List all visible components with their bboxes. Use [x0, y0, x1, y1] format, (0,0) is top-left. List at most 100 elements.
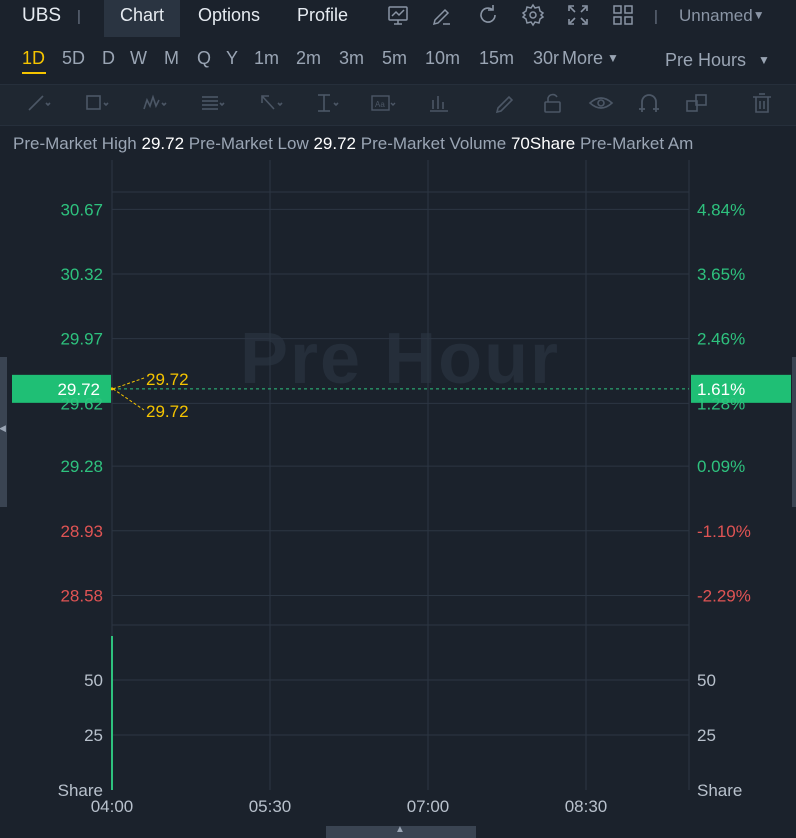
pre-market-info-strip: Pre-Market High 29.72 Pre-Market Low 29.…	[13, 134, 796, 154]
current-price-value: 29.72	[57, 380, 100, 399]
refresh-icon[interactable]	[476, 3, 500, 27]
high-leader-line	[112, 377, 145, 390]
volume-tick-label-right: 25	[697, 726, 716, 745]
ticker-symbol[interactable]: UBS	[22, 5, 62, 26]
period-y[interactable]: Y	[226, 48, 239, 68]
price-tick-label: 29.97	[60, 330, 103, 349]
change-tick-label: 1.28%	[697, 394, 745, 413]
session-label: Pre Hours	[665, 50, 747, 70]
pre-market-high-label: Pre-Market High	[13, 134, 142, 153]
svg-text:Aa: Aa	[375, 100, 385, 109]
tab-chart[interactable]: Chart	[104, 0, 181, 37]
pre-market-volume-value: 70Share	[510, 134, 576, 153]
period-10m[interactable]: 10m	[425, 48, 461, 68]
price-tick-label: 29.62	[60, 394, 103, 413]
layout-select[interactable]: Unnamed▼	[679, 6, 765, 26]
chart-marks	[12, 374, 791, 790]
grid-icon[interactable]	[611, 3, 635, 27]
volume-bar	[111, 636, 113, 790]
x-tick-label: 05:30	[249, 797, 292, 816]
change-tick-label: 2.46%	[697, 330, 745, 349]
settings-icon[interactable]	[521, 3, 545, 27]
pre-market-volume-label: Pre-Market Volume	[356, 134, 511, 153]
rectangle-icon[interactable]	[84, 92, 110, 114]
layout-name-label: Unnamed	[679, 6, 753, 25]
layout-separator: |	[654, 8, 658, 25]
pre-market-low-value: 29.72	[313, 134, 357, 153]
bottom-panel-handle[interactable]: ▲	[326, 824, 476, 838]
caret-down-icon: ▼	[752, 8, 765, 22]
price-chart[interactable]: 04:00 05:30 07:00 08:30 30.67 4.84% 30.32 3.65%…	[0, 160, 796, 826]
period-w[interactable]: W	[130, 48, 147, 68]
pre-market-high-value: 29.72	[141, 134, 185, 153]
trendline-icon[interactable]	[26, 92, 52, 114]
drawing-toolbar	[0, 84, 796, 126]
volume-tick-label-right: 50	[697, 671, 716, 690]
change-tick-label: -1.10%	[697, 522, 751, 541]
caret-down-icon: ▼	[758, 53, 770, 67]
price-tick-label: 30.32	[60, 265, 103, 284]
ticker-separator: |	[77, 8, 81, 25]
text-cursor-icon[interactable]	[314, 92, 340, 114]
measure-icon[interactable]	[426, 92, 452, 114]
chart-labels: 04:00 05:30 07:00 08:30 30.67 4.84% 30.32 3.65%…	[57, 200, 750, 816]
change-tick-label: 4.84%	[697, 200, 745, 219]
clone-icon[interactable]	[684, 92, 710, 114]
volume-tick-label: 50	[84, 671, 103, 690]
fibonacci-icon[interactable]	[200, 92, 226, 114]
tab-options[interactable]: Options	[198, 5, 261, 25]
chevron-up-icon: ▲	[395, 824, 405, 835]
pattern-icon[interactable]	[142, 92, 168, 114]
change-tick-label: -2.29%	[697, 586, 751, 605]
session-watermark: Pre Hour	[240, 319, 561, 399]
volume-unit-label-right: Share	[697, 781, 742, 800]
edit-icon[interactable]	[430, 3, 454, 27]
x-tick-label: 04:00	[91, 797, 134, 816]
right-panel-handle[interactable]	[792, 357, 796, 507]
session-select[interactable]: Pre Hours ▼	[665, 50, 770, 71]
low-marker-label: 29.72	[146, 402, 189, 421]
period-3m[interactable]: 3m	[339, 48, 365, 68]
text-box-icon[interactable]: Aa	[370, 92, 396, 114]
period-30m[interactable]: 30r	[533, 48, 560, 68]
period-15m[interactable]: 15m	[479, 48, 515, 68]
period-m[interactable]: M	[164, 48, 179, 68]
volume-tick-label: 25	[84, 726, 103, 745]
change-tick-label: 0.09%	[697, 457, 745, 476]
x-tick-label: 07:00	[407, 797, 450, 816]
pre-market-low-label: Pre-Market Low	[184, 134, 314, 153]
low-leader-line	[112, 388, 145, 411]
period-d[interactable]: D	[102, 48, 115, 68]
magnet-icon[interactable]	[636, 92, 662, 114]
period-5m[interactable]: 5m	[382, 48, 408, 68]
period-2m[interactable]: 2m	[296, 48, 322, 68]
trash-icon[interactable]	[749, 92, 775, 114]
current-price-badge	[12, 374, 111, 403]
high-marker-label: 29.72	[146, 370, 189, 389]
change-tick-label: 3.65%	[697, 265, 745, 284]
more-periods-button[interactable]: More ▼	[562, 48, 619, 69]
tab-profile[interactable]: Profile	[297, 5, 349, 25]
current-change-badge	[691, 374, 791, 403]
eye-icon[interactable]	[588, 92, 614, 114]
fullscreen-icon[interactable]	[566, 3, 590, 27]
lock-icon[interactable]	[540, 92, 566, 114]
arrow-icon[interactable]	[258, 92, 284, 114]
period-1d[interactable]: 1D	[22, 48, 46, 68]
more-label: More	[562, 48, 604, 68]
caret-down-icon: ▼	[607, 51, 619, 65]
period-5d[interactable]: 5D	[62, 48, 86, 68]
current-change-value: 1.61%	[697, 380, 745, 399]
price-point	[110, 387, 114, 391]
pencil-icon[interactable]	[492, 92, 518, 114]
price-tick-label: 29.28	[60, 457, 103, 476]
chevron-left-icon: ◀	[0, 423, 6, 433]
left-panel-handle[interactable]: ◀	[0, 357, 7, 507]
price-tick-label: 28.93	[60, 522, 103, 541]
price-tick-label: 28.58	[60, 586, 103, 605]
chart-grid	[111, 160, 690, 790]
period-q[interactable]: Q	[197, 48, 212, 68]
period-1m[interactable]: 1m	[254, 48, 280, 68]
price-tick-label: 30.67	[60, 200, 103, 219]
chart-icon[interactable]	[386, 3, 410, 27]
